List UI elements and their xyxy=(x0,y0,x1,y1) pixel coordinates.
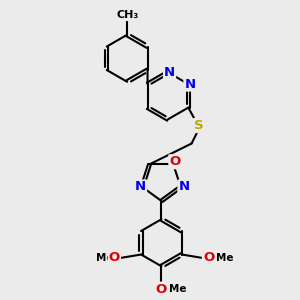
Text: Me: Me xyxy=(216,253,234,263)
Text: Me: Me xyxy=(96,253,113,263)
Text: O: O xyxy=(109,251,120,264)
Text: O: O xyxy=(203,251,214,264)
Text: N: N xyxy=(135,181,146,194)
Text: O: O xyxy=(169,155,181,168)
Text: N: N xyxy=(164,66,175,79)
Text: S: S xyxy=(194,119,204,132)
Text: Me: Me xyxy=(169,284,186,294)
Text: O: O xyxy=(156,283,167,296)
Text: CH₃: CH₃ xyxy=(117,10,139,20)
Text: N: N xyxy=(178,181,190,194)
Text: N: N xyxy=(184,78,196,91)
